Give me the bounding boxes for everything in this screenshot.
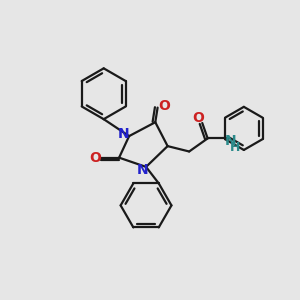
Text: H: H — [230, 141, 240, 154]
Text: N: N — [225, 134, 237, 148]
Text: N: N — [118, 127, 130, 141]
Text: O: O — [193, 111, 204, 125]
Text: O: O — [89, 151, 101, 165]
Text: O: O — [158, 99, 170, 113]
Text: N: N — [136, 163, 148, 177]
